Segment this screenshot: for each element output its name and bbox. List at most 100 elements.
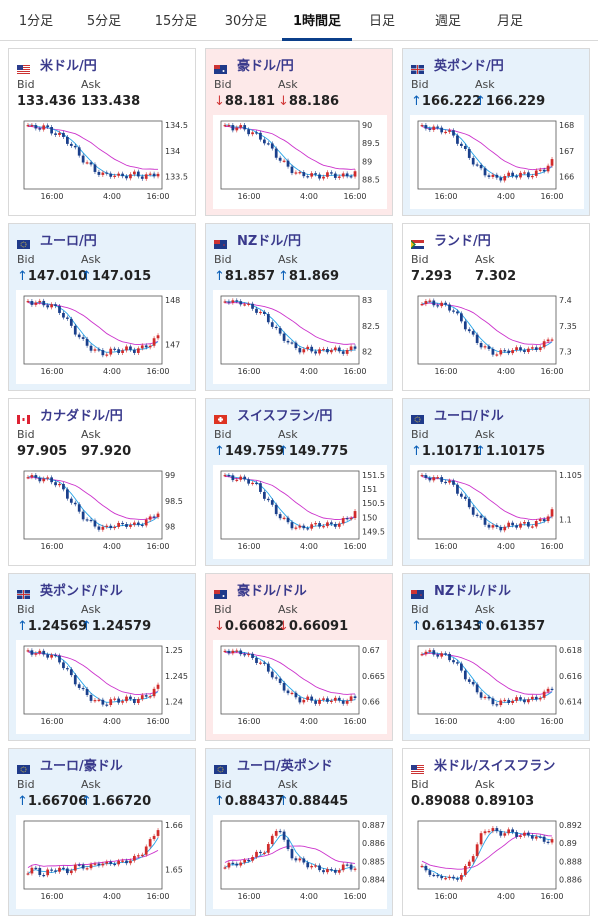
mini-chart[interactable]: 16:00 4:00 16:00 0.887 0.886 0.885 0.884 bbox=[213, 815, 387, 909]
candle-body bbox=[456, 135, 459, 144]
candle-body bbox=[460, 313, 463, 322]
mini-chart[interactable]: 16:00 4:00 16:00 99 98.5 98 bbox=[16, 465, 190, 559]
currency-pair-name[interactable]: スイスフラン/円 bbox=[237, 408, 333, 424]
candle-body bbox=[235, 863, 239, 866]
bid-value: ↑166.222 bbox=[411, 94, 481, 109]
candle-body bbox=[448, 653, 451, 661]
currency-pair-name[interactable]: 豪ドル/ドル bbox=[237, 583, 307, 599]
tab-15min[interactable]: 15分足 bbox=[154, 14, 198, 29]
rate-card-gbpjpy[interactable]: 英ポンド/円 Bid Ask ↑166.222 ↑166.229 16:00 4:… bbox=[402, 48, 590, 216]
rate-card-cadjpy[interactable]: カナダドル/円 Bid Ask 97.905 97.920 16:00 4:00 1… bbox=[8, 398, 196, 566]
rate-card-chfjpy[interactable]: スイスフラン/円 Bid Ask ↑149.759 ↑149.775 16:00… bbox=[205, 398, 393, 566]
candle-body bbox=[499, 177, 503, 181]
mini-chart[interactable]: 16:00 4:00 16:00 83 82.5 82 bbox=[213, 290, 387, 384]
plot-frame bbox=[23, 645, 163, 715]
rate-card-eurusd[interactable]: ユーロ/ドル Bid Ask ↑1.10171 ↑1.10175 16:00 4:… bbox=[402, 398, 590, 566]
mini-chart[interactable]: 16:00 4:00 16:00 1.25 1.245 1.24 bbox=[16, 640, 190, 734]
tab-1min[interactable]: 1分足 bbox=[18, 14, 54, 29]
candle-body bbox=[452, 876, 455, 879]
mini-chart[interactable]: 16:00 4:00 16:00 134.5 134 133.5 bbox=[16, 115, 190, 209]
y-tick-label: 7.35 bbox=[559, 322, 577, 331]
rate-card-audjpy[interactable]: 豪ドル/円 Bid Ask ↓88.181 ↓88.186 16:00 4:00 1… bbox=[205, 48, 393, 216]
ask-value: 97.920 bbox=[81, 444, 131, 459]
candle-body bbox=[550, 509, 554, 517]
candle-body bbox=[310, 346, 314, 352]
currency-pair-name[interactable]: NZドル/ドル bbox=[434, 583, 512, 599]
y-tick-label: 88.5 bbox=[362, 176, 380, 185]
candle-body bbox=[30, 650, 34, 655]
candle-body bbox=[511, 700, 514, 704]
rate-card-eurjpy[interactable]: ユーロ/円 Bid Ask ↑147.010 ↑147.015 16:00 4:0… bbox=[8, 223, 196, 391]
candle-body bbox=[471, 507, 475, 515]
tab-30min[interactable]: 30分足 bbox=[224, 14, 268, 29]
currency-pair-name[interactable]: ユーロ/英ポンド bbox=[237, 758, 333, 774]
rate-card-usdjpy[interactable]: 米ドル/円 Bid Ask 133.436 133.438 16:00 4:00 1… bbox=[8, 48, 196, 216]
mini-chart[interactable]: 16:00 4:00 16:00 0.892 0.89 0.888 0.886 bbox=[410, 815, 584, 909]
currency-pair-name[interactable]: カナダドル/円 bbox=[40, 408, 123, 424]
candle-body bbox=[136, 171, 140, 177]
tab-weekly[interactable]: 週足 bbox=[434, 14, 461, 29]
candle-body bbox=[318, 174, 321, 179]
currency-pair-name[interactable]: 英ポンド/円 bbox=[434, 58, 504, 74]
candle-body bbox=[495, 174, 499, 178]
mini-chart[interactable]: 16:00 4:00 16:00 1.66 1.65 bbox=[16, 815, 190, 909]
mini-chart[interactable]: 16:00 4:00 16:00 151.5 151 150.5 150 149.5 bbox=[213, 465, 387, 559]
tab-monthly[interactable]: 月足 bbox=[496, 14, 523, 29]
currency-pair-name[interactable]: 英ポンド/ドル bbox=[40, 583, 123, 599]
tab-5min[interactable]: 5分足 bbox=[86, 14, 122, 29]
down-arrow-icon: ↓ bbox=[214, 94, 225, 109]
candle-body bbox=[34, 867, 38, 869]
candle-body bbox=[121, 173, 124, 177]
ask-value: ↑1.10175 bbox=[475, 444, 545, 459]
rate-card-nzdjpy[interactable]: NZドル/円 Bid Ask ↑81.857 ↑81.869 16:00 4:00… bbox=[205, 223, 393, 391]
candle-body bbox=[125, 524, 128, 527]
currency-pair-name[interactable]: ユーロ/円 bbox=[40, 233, 97, 249]
mini-chart[interactable]: 16:00 4:00 16:00 148 147 bbox=[16, 290, 190, 384]
currency-pair-name[interactable]: 米ドル/スイスフラン bbox=[434, 758, 556, 774]
currency-pair-name[interactable]: 豪ドル/円 bbox=[237, 58, 294, 74]
candle-body bbox=[81, 511, 85, 520]
candle-body bbox=[436, 126, 440, 128]
down-arrow-icon: ↓ bbox=[278, 619, 289, 634]
rate-card-gbpusd[interactable]: 英ポンド/ドル Bid Ask ↑1.24569 ↑1.24579 16:00 4… bbox=[8, 573, 196, 741]
rate-card-euraud[interactable]: ユーロ/豪ドル Bid Ask ↑1.66706 ↑1.66720 16:00 4… bbox=[8, 748, 196, 916]
tab-daily[interactable]: 日足 bbox=[368, 14, 395, 29]
ask-label: Ask bbox=[278, 778, 298, 791]
tab-1hour[interactable]: 1時間足 bbox=[282, 0, 352, 41]
candle-body bbox=[251, 653, 254, 659]
candle-body bbox=[507, 699, 511, 704]
candle-body bbox=[546, 688, 550, 692]
mini-chart[interactable]: 16:00 4:00 16:00 168 167 166 bbox=[410, 115, 584, 209]
mini-chart[interactable]: 16:00 4:00 16:00 90 89.5 89 88.5 bbox=[213, 115, 387, 209]
candle-body bbox=[353, 868, 357, 870]
currency-pair-name[interactable]: 米ドル/円 bbox=[40, 58, 97, 74]
rate-card-zarjpy[interactable]: ランド/円 Bid Ask 7.293 7.302 16:00 4:00 16:00… bbox=[402, 223, 590, 391]
ask-price: 0.88445 bbox=[288, 794, 349, 809]
currency-pair-name[interactable]: ユーロ/ドル bbox=[434, 408, 504, 424]
rate-card-usdchf[interactable]: 米ドル/スイスフラン Bid Ask 0.89088 0.89103 16:00… bbox=[402, 748, 590, 916]
mini-chart[interactable]: 16:00 4:00 16:00 1.105 1.1 bbox=[410, 465, 584, 559]
y-tick-label: 99 bbox=[165, 471, 175, 480]
candle-body bbox=[140, 176, 144, 179]
candle-body bbox=[444, 878, 447, 880]
mini-chart[interactable]: 16:00 4:00 16:00 7.4 7.35 7.3 bbox=[410, 290, 584, 384]
candle-body bbox=[534, 696, 538, 700]
rate-card-eurgbp[interactable]: ユーロ/英ポンド Bid Ask ↑0.88437 ↑0.88445 16:00… bbox=[205, 748, 393, 916]
candle-body bbox=[444, 653, 447, 655]
candle-body bbox=[515, 347, 518, 351]
currency-pair-name[interactable]: NZドル/円 bbox=[237, 233, 302, 249]
currency-pair-name[interactable]: ユーロ/豪ドル bbox=[40, 758, 123, 774]
candle-body bbox=[136, 348, 140, 353]
currency-pair-name[interactable]: ランド/円 bbox=[434, 233, 491, 249]
candle-body bbox=[349, 696, 353, 701]
mini-chart[interactable]: 16:00 4:00 16:00 0.67 0.665 0.66 bbox=[213, 640, 387, 734]
rate-card-audusd[interactable]: 豪ドル/ドル Bid Ask ↓0.66082 ↓0.66091 16:00 4:… bbox=[205, 573, 393, 741]
candle-body bbox=[523, 350, 526, 352]
candle-body bbox=[420, 125, 424, 127]
candle-body bbox=[117, 522, 120, 527]
candle-body bbox=[503, 526, 507, 531]
mini-chart[interactable]: 16:00 4:00 16:00 0.618 0.616 0.614 bbox=[410, 640, 584, 734]
bid-label: Bid bbox=[411, 603, 429, 616]
candle-body bbox=[69, 498, 73, 503]
rate-card-nzdusd[interactable]: NZドル/ドル Bid Ask ↑0.61343 ↑0.61357 16:00 4… bbox=[402, 573, 590, 741]
